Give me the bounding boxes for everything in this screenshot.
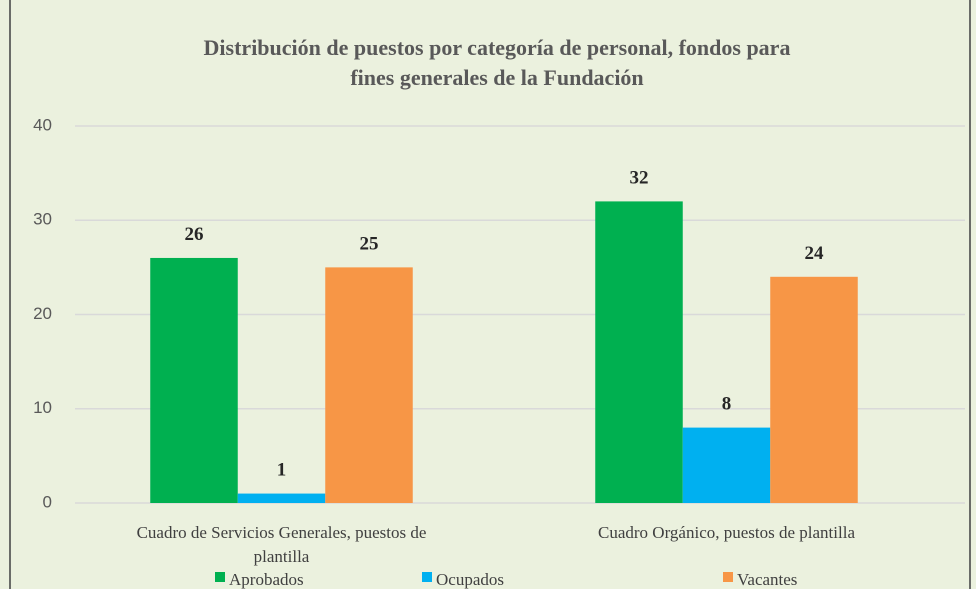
legend-swatch — [422, 572, 432, 582]
legend-label: Vacantes — [737, 570, 797, 589]
bar — [682, 427, 771, 503]
value-label: 25 — [360, 233, 379, 254]
bar — [237, 493, 326, 503]
bar — [595, 201, 683, 503]
bar — [150, 257, 238, 503]
bar — [770, 276, 858, 503]
value-label: 24 — [805, 243, 825, 264]
y-tick-label: 40 — [33, 115, 52, 134]
value-label: 26 — [185, 224, 204, 245]
value-label: 1 — [277, 460, 287, 481]
y-tick-label: 20 — [33, 304, 52, 323]
legend-swatch — [723, 572, 733, 582]
value-label: 8 — [722, 394, 732, 415]
x-tick-label: Cuadro de Servicios Generales, puestos d… — [137, 523, 427, 566]
legend-label: Ocupados — [436, 570, 504, 589]
legend-label: Aprobados — [229, 570, 304, 589]
chart-title: Distribución de puestos por categoría de… — [204, 35, 791, 90]
x-tick-label: Cuadro Orgánico, puestos de plantilla — [598, 523, 855, 542]
bar — [325, 267, 413, 503]
legend-swatch — [215, 572, 225, 582]
y-tick-label: 0 — [43, 492, 52, 511]
y-tick-label: 10 — [33, 398, 52, 417]
y-tick-label: 30 — [33, 210, 52, 229]
value-label: 32 — [630, 167, 649, 188]
